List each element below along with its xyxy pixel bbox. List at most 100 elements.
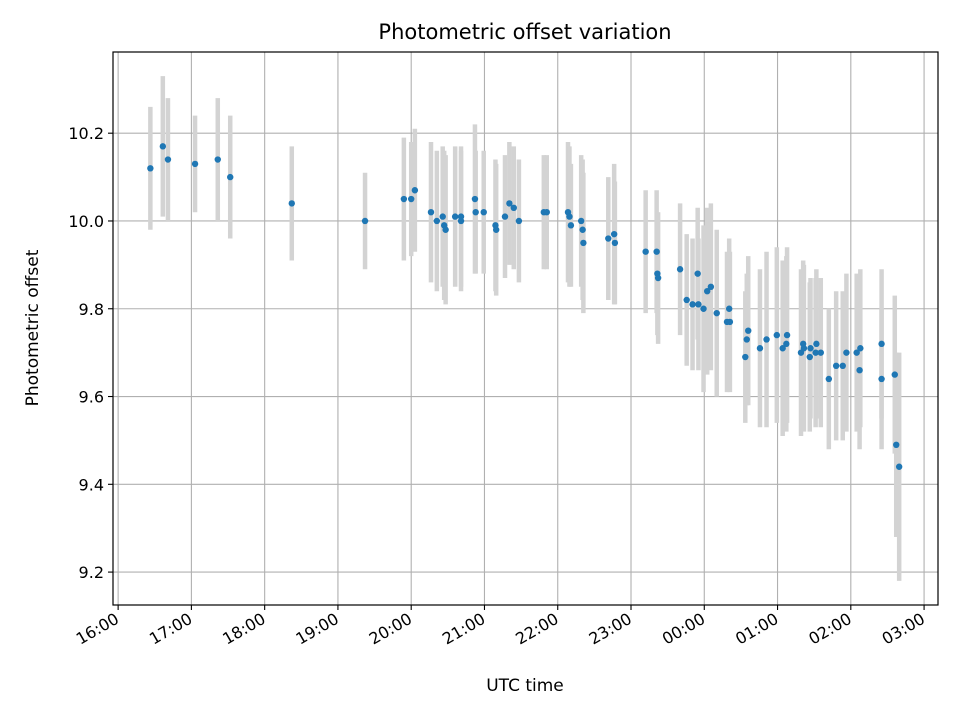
data-point [773, 331, 781, 339]
data-point [227, 173, 234, 181]
data-point [825, 375, 833, 383]
data-point [806, 353, 813, 361]
data-point [853, 349, 860, 356]
data-point [689, 301, 696, 308]
x-axis: 16:00 17:00 18:00 19:00 20:00 21:00 22:00 23:00… [73, 605, 928, 649]
data-point [839, 362, 846, 370]
data-point [891, 371, 898, 378]
x-tick-label: 20:00 [366, 609, 415, 649]
data-point [895, 463, 903, 470]
data-point [506, 200, 513, 207]
data-point [800, 345, 808, 352]
data-point [857, 345, 864, 352]
y-tick-label: 9.2 [79, 563, 104, 582]
data-point [726, 318, 734, 326]
data-point [433, 217, 441, 225]
y-tick-label: 9.8 [79, 300, 104, 319]
x-axis-label: UTC time [486, 676, 564, 696]
data-point [695, 301, 702, 308]
x-tick-label: 23:00 [586, 609, 635, 649]
data-point [653, 248, 660, 255]
x-tick-label: 03:00 [879, 609, 928, 649]
data-point [408, 195, 415, 203]
data-point [611, 239, 619, 247]
data-point [451, 213, 459, 220]
data-point [159, 143, 167, 150]
data-point [878, 340, 885, 348]
data-point [567, 222, 575, 229]
x-tick-label: 17:00 [146, 609, 195, 649]
data-point [457, 217, 465, 225]
data-point [654, 274, 662, 282]
data-point [191, 160, 199, 168]
data-point [400, 195, 408, 203]
data-point [147, 165, 154, 172]
data-point [577, 217, 585, 225]
y-axis-label: Photometric offset [23, 249, 43, 406]
data-point [704, 287, 711, 295]
data-point [580, 239, 587, 247]
data-point [783, 340, 790, 348]
x-tick-label: 18:00 [219, 609, 268, 649]
data-point [164, 156, 172, 163]
data-point [832, 362, 840, 370]
chart-title: Photometric offset variation [378, 20, 671, 44]
data-point [472, 208, 479, 216]
data-point [579, 226, 586, 233]
x-tick-label: 00:00 [659, 609, 708, 649]
data-point [813, 340, 820, 348]
y-tick-label: 9.6 [79, 388, 104, 407]
data-point [779, 345, 786, 352]
y-tick-label: 9.4 [79, 475, 104, 494]
data-point [676, 266, 684, 273]
data-point [817, 349, 824, 356]
data-point [745, 327, 752, 334]
data-point [361, 217, 369, 225]
data-point [725, 305, 733, 312]
data-point [492, 226, 500, 233]
data-point [893, 441, 900, 449]
data-point [442, 226, 449, 233]
x-tick-label: 02:00 [805, 609, 854, 649]
data-point [713, 309, 720, 317]
data-point [510, 204, 517, 212]
data-point [756, 345, 764, 352]
data-point [683, 296, 690, 304]
y-tick-label: 10.2 [68, 124, 104, 143]
y-axis: 9.2 9.4 9.6 9.8 10.0 10.2 [68, 124, 113, 582]
data-point [783, 331, 791, 339]
data-point [501, 213, 509, 220]
data-point [457, 213, 465, 220]
x-tick-label: 19:00 [293, 609, 342, 649]
data-point [807, 345, 814, 352]
data-point [763, 336, 770, 343]
plot-frame [112, 51, 939, 606]
data-point [642, 248, 649, 255]
data-point [700, 305, 707, 312]
data-point [694, 270, 701, 277]
data-point [605, 235, 612, 242]
data-point [566, 213, 573, 220]
x-tick-label: 16:00 [73, 609, 122, 649]
data-points [147, 143, 903, 470]
data-point [742, 353, 749, 361]
x-tick-label: 21:00 [439, 609, 488, 649]
data-point [515, 217, 523, 225]
data-point [427, 208, 435, 216]
data-point [214, 156, 221, 163]
data-point [707, 283, 715, 291]
data-point [878, 375, 885, 383]
data-point [411, 187, 419, 194]
x-tick-label: 22:00 [512, 609, 561, 649]
data-point [471, 195, 479, 203]
data-point [439, 213, 446, 220]
data-point [812, 349, 819, 356]
data-point [743, 336, 750, 343]
data-point [543, 208, 550, 216]
data-point [843, 349, 850, 356]
x-tick-label: 01:00 [732, 609, 781, 649]
data-point [610, 230, 618, 238]
data-point [856, 366, 863, 374]
data-point [288, 200, 295, 207]
